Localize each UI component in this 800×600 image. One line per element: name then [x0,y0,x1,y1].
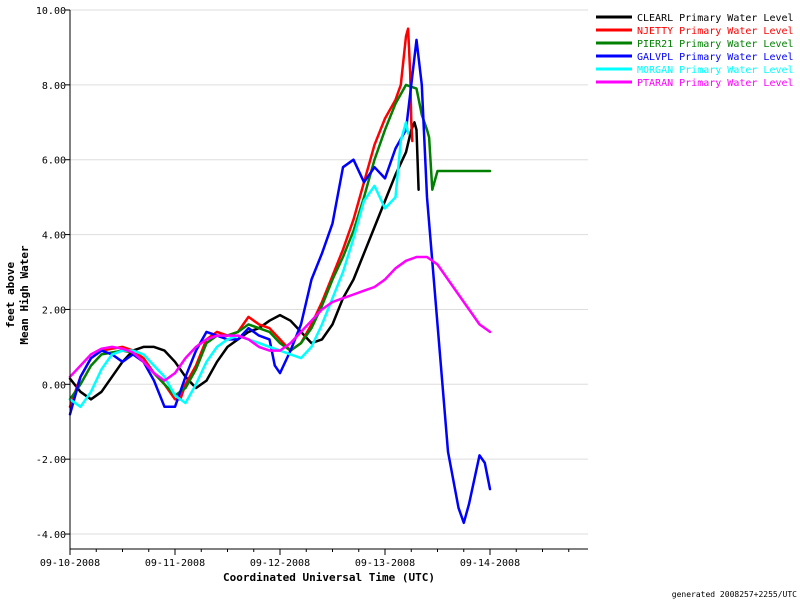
generated-footer: generated 2008257+2255/UTC [672,590,797,599]
x-tick-label: 09-14-2008 [460,558,520,569]
x-tick-label: 09-12-2008 [250,558,310,569]
series-line-5 [68,255,492,382]
legend-label: CLEARL Primary Water Level [637,13,794,24]
x-tick-label: 09-11-2008 [145,558,205,569]
y-tick-label: -4.00 [36,530,66,541]
legend-label: PIER21 Primary Water Level [637,39,794,50]
series-line-0 [68,121,420,401]
legend-label: MORGAN Primary Water Level [637,65,794,76]
series-lines [68,27,492,525]
x-axis-title: Coordinated Universal Time (UTC) [223,571,435,584]
y-tick-label: 0.00 [42,380,66,391]
y-tick-label: 8.00 [42,81,66,92]
legend: CLEARL Primary Water Level NJETTY Primary… [596,13,794,89]
legend-label: NJETTY Primary Water Level [637,26,794,37]
series-line-3 [68,38,492,525]
y-ticks: -4.00 -2.00 0.00 2.00 4.00 6.00 8.00 10.00 [36,6,70,541]
y-axis-title: feet above Mean High Water [4,245,31,345]
legend-label: GALVPL Primary Water Level [637,52,794,63]
gridlines [70,9,588,535]
y-tick-label: 6.00 [42,156,66,167]
y-axis-title-line1: feet above [4,262,17,329]
x-tick-label: 09-13-2008 [355,558,415,569]
y-tick-label: 2.00 [42,305,66,316]
y-tick-label: -2.00 [36,455,66,466]
x-ticks: 09-10-2008 09-11-2008 09-12-2008 09-13-2008… [40,549,570,569]
axes [69,10,588,550]
y-tick-label: 10.00 [36,6,66,17]
legend-label: PTARAN Primary Water Level [637,78,794,89]
y-axis-title-line2: Mean High Water [18,245,31,345]
y-tick-label: 4.00 [42,231,66,242]
x-tick-label: 09-10-2008 [40,558,100,569]
